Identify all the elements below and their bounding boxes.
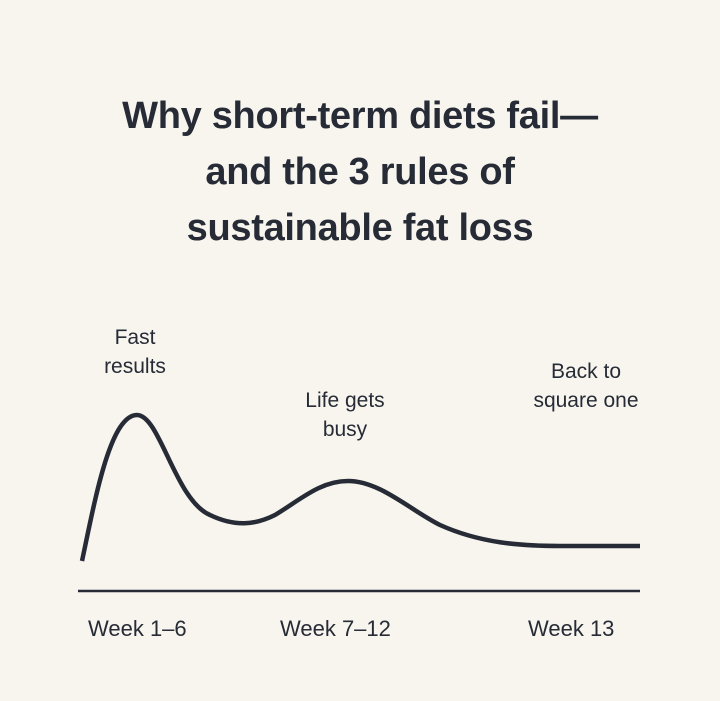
title-line-3: sustainable fat loss [186,207,534,249]
title-line-2: and the 3 rules of [205,151,515,193]
annotation-fast-results: Fast results [104,326,166,378]
x-tick-week-1-6: Week 1–6 [88,616,187,641]
annotation-back-to-square-one: Back to square one [533,360,639,412]
x-tick-week-13: Week 13 [528,616,615,641]
progress-curve [79,412,640,562]
x-tick-week-7-12: Week 7–12 [280,616,391,641]
title-line-1: Why short-term diets fail— [122,95,598,137]
annotation-life-gets-busy: Life gets busy [305,389,385,441]
chart-title: Why short-term diets fail— and the 3 rul… [0,88,720,256]
